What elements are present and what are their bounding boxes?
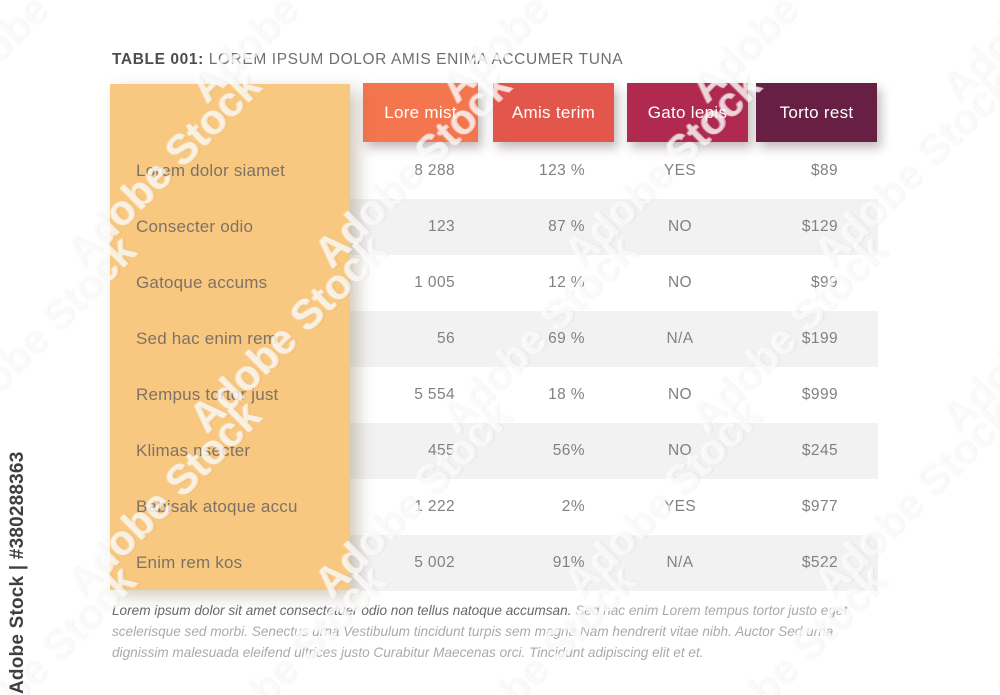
cell-value: 69 %	[548, 330, 585, 347]
row-label: Babisak atoque accu	[136, 497, 298, 516]
row-label: Rempus tortor just	[136, 385, 279, 404]
cell-value: 8 288	[414, 162, 455, 179]
row-label: Consecter odio	[136, 217, 254, 236]
table-title-text: LOREM IPSUM DOLOR AMIS ENIMA ACCUMER TUN…	[208, 51, 624, 68]
cell-value: 5 002	[414, 554, 455, 571]
cell-value: 123 %	[539, 162, 585, 179]
column-header-lore-mist: Lore mist	[363, 83, 478, 142]
cell-value: 56%	[552, 442, 585, 459]
table-row: 5 002 91% N/A $522	[350, 535, 878, 591]
cell-value: $199	[801, 330, 838, 347]
adobe-stock-watermark-tile: Adobe Stock	[930, 226, 1000, 442]
cell-value: YES	[663, 498, 697, 515]
cell-value: 56	[436, 330, 455, 347]
adobe-stock-id-watermark: Adobe Stock | #380288363	[7, 451, 28, 694]
row-label-panel: Lorem dolor siamet Consecter odio Gatoqu…	[110, 84, 350, 590]
page-title: TABLE 001: LOREM IPSUM DOLOR AMIS ENIMA …	[112, 51, 623, 69]
column-header-gato-lepis: Gato lepis	[627, 83, 748, 142]
column-header-torto-rest: Torto rest	[756, 83, 877, 142]
cell-value: 91%	[552, 554, 585, 571]
cell-value: 5 554	[414, 386, 455, 403]
cell-value: NO	[667, 442, 693, 459]
table-number-label: TABLE 001:	[112, 51, 204, 68]
cell-value: 455	[427, 442, 455, 459]
table-row: 56 69 % N/A $199	[350, 311, 878, 367]
row-label: Lorem dolor siamet	[136, 161, 286, 180]
cell-value: $999	[801, 386, 838, 403]
footer-note: Lorem ipsum dolor sit amet consectetuer …	[112, 600, 874, 663]
cell-value: 1 005	[414, 274, 455, 291]
column-header-amis-terim: Amis terim	[493, 83, 614, 142]
table-row: 1 005 12 % NO $99	[350, 255, 878, 311]
adobe-stock-watermark-tile: Adobe Stock	[930, 0, 1000, 112]
cell-value: $522	[801, 554, 838, 571]
cell-value: $245	[801, 442, 838, 459]
row-label: Klimas nsecter	[136, 441, 251, 460]
cell-value: $977	[801, 498, 838, 515]
cell-value: $129	[801, 218, 838, 235]
cell-value: 2%	[561, 498, 585, 515]
cell-value: 123	[427, 218, 455, 235]
footer-lead-sentence: Lorem ipsum dolor sit amet consectetuer …	[112, 603, 572, 618]
cell-value: NO	[667, 386, 693, 403]
cell-value: N/A	[666, 330, 694, 347]
cell-value: $89	[810, 162, 838, 179]
table-row: 5 554 18 % NO $999	[350, 367, 878, 423]
cell-value: 87 %	[548, 218, 585, 235]
cell-value: NO	[667, 274, 693, 291]
row-label: Sed hac enim rem	[136, 329, 278, 348]
cell-value: 12 %	[548, 274, 585, 291]
table-row: 455 56% NO $245	[350, 423, 878, 479]
table-row: 1 222 2% YES $977	[350, 479, 878, 535]
cell-value: 18 %	[548, 386, 585, 403]
footer-rest-text: Sed hac enim Lorem tempus tortor justo e…	[112, 603, 848, 660]
row-label: Gatoque accums	[136, 273, 268, 292]
cell-value: N/A	[666, 554, 694, 571]
cell-value: YES	[663, 162, 697, 179]
table-row: 8 288 123 % YES $89	[350, 143, 878, 199]
table-row: 123 87 % NO $129	[350, 199, 878, 255]
cell-value: 1 222	[414, 498, 455, 515]
adobe-stock-watermark-tile: Adobe Stock	[931, 556, 1000, 695]
row-label: Enim rem kos	[136, 553, 243, 572]
cell-value: NO	[667, 218, 693, 235]
cell-value: $99	[810, 274, 838, 291]
